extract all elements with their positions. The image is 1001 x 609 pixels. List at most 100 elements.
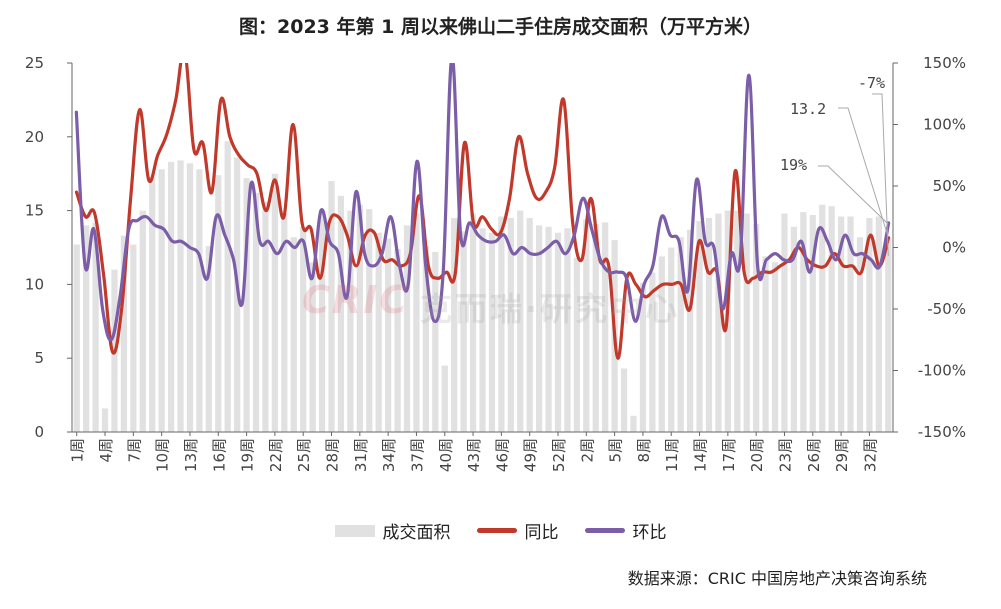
bar-area-35 bbox=[394, 248, 401, 432]
annotation-label-2: 13.2 bbox=[790, 100, 826, 118]
left-tick-label: 20 bbox=[25, 128, 44, 146]
bar-area-37 bbox=[413, 213, 420, 432]
bar-area-77 bbox=[790, 226, 798, 432]
x-tick-label: 11周 bbox=[663, 438, 681, 472]
bar-series-area bbox=[73, 141, 892, 433]
bar-area-13 bbox=[186, 163, 194, 432]
bar-area-53 bbox=[564, 228, 571, 432]
right-tick-label: -50% bbox=[927, 300, 966, 318]
x-tick-label: 25周 bbox=[295, 438, 313, 472]
x-tick-label: 31周 bbox=[352, 438, 370, 472]
bar-area-1 bbox=[73, 244, 80, 432]
right-tick-label: 50% bbox=[933, 177, 966, 195]
bar-area-6 bbox=[120, 235, 128, 432]
bar-area-24 bbox=[290, 237, 297, 432]
x-tick-label: 10周 bbox=[154, 438, 172, 472]
bar-area-10 bbox=[158, 169, 165, 432]
line-mom bbox=[74, 63, 891, 342]
bar-area-7 bbox=[130, 244, 137, 432]
bar-area-85 bbox=[866, 217, 873, 432]
legend-swatch-mom bbox=[584, 528, 625, 533]
bar-area-83 bbox=[847, 216, 854, 432]
watermark-text: 克而瑞·研究中心 bbox=[420, 290, 681, 328]
bar-area-2 bbox=[83, 225, 90, 432]
bar-area-87 bbox=[885, 237, 892, 432]
bar-area-14 bbox=[196, 169, 203, 432]
bar-area-68 bbox=[705, 217, 713, 432]
x-tick-label: 52周 bbox=[550, 438, 568, 472]
bar-area-48 bbox=[517, 210, 524, 432]
bar-area-38 bbox=[422, 246, 429, 432]
x-tick-label: 13周 bbox=[182, 438, 200, 472]
bar-area-51 bbox=[545, 226, 552, 432]
bar-area-39 bbox=[432, 251, 439, 432]
bar-area-59 bbox=[620, 368, 628, 432]
right-tick-label: -150% bbox=[918, 423, 966, 441]
bar-area-25 bbox=[300, 226, 307, 432]
bar-area-34 bbox=[385, 238, 392, 432]
bar-area-69 bbox=[715, 213, 722, 432]
left-tick-label: 25 bbox=[25, 54, 44, 72]
right-tick-label: 0% bbox=[942, 239, 966, 257]
bar-area-27 bbox=[318, 210, 326, 432]
annotation-label-3: -7% bbox=[858, 74, 885, 92]
legend-item-area: 成交面积 bbox=[334, 518, 451, 543]
bar-area-49 bbox=[526, 217, 533, 432]
chart-title: 图：2023 年第 1 周以来佛山二手住房成交面积（万平方米） bbox=[239, 16, 762, 38]
bar-area-20 bbox=[252, 192, 260, 432]
bar-area-4 bbox=[101, 408, 109, 432]
bar-area-33 bbox=[375, 232, 382, 432]
bar-area-54 bbox=[573, 257, 580, 432]
x-tick-label: 32周 bbox=[861, 438, 879, 472]
bar-area-62 bbox=[649, 272, 656, 432]
bar-area-23 bbox=[281, 213, 288, 432]
bar-area-36 bbox=[403, 225, 411, 432]
bar-area-17 bbox=[224, 141, 231, 433]
bar-area-72 bbox=[743, 213, 750, 432]
line-series-area bbox=[74, 63, 891, 360]
left-tick-label: 10 bbox=[25, 275, 44, 293]
x-tick-label: 8周 bbox=[635, 438, 653, 463]
bar-area-26 bbox=[309, 262, 316, 432]
bar-area-52 bbox=[554, 232, 562, 432]
axes: 0 5 10 15 20 25 -150% -100% -50% 0% 50% 100% 150% 1周 4… bbox=[25, 54, 966, 472]
bar-area-44 bbox=[479, 228, 486, 432]
right-tick-label: 150% bbox=[923, 54, 966, 72]
bar-area-3 bbox=[92, 222, 99, 432]
x-tick-label: 14周 bbox=[692, 438, 710, 472]
x-tick-label: 17周 bbox=[720, 438, 738, 472]
bar-area-71 bbox=[734, 210, 741, 432]
bar-area-84 bbox=[856, 237, 864, 432]
bar-area-57 bbox=[602, 222, 609, 432]
legend-label-area: 成交面积 bbox=[382, 523, 451, 543]
bar-area-67 bbox=[696, 220, 703, 432]
source-note: 数据来源：CRIC 中国房地产决策咨询系统 bbox=[627, 569, 927, 588]
bar-area-73 bbox=[753, 223, 760, 432]
bar-area-30 bbox=[347, 210, 354, 432]
annotation-leader-2 bbox=[838, 107, 889, 238]
legend-label-yoy: 同比 bbox=[524, 523, 559, 543]
x-tick-label: 37周 bbox=[408, 438, 426, 472]
x-tick-label: 26周 bbox=[805, 438, 823, 472]
annotation-label-1: 19% bbox=[780, 156, 807, 174]
x-tick-label: 29周 bbox=[833, 438, 851, 472]
x-tick-label: 22周 bbox=[267, 438, 285, 472]
bar-area-42 bbox=[460, 231, 467, 432]
annotations: 19% 13.2 -7% bbox=[780, 74, 889, 257]
right-tick-label: 100% bbox=[923, 116, 966, 134]
bar-area-8 bbox=[139, 210, 146, 432]
left-tick-label: 5 bbox=[34, 349, 44, 367]
left-tick-label: 0 bbox=[34, 423, 44, 441]
bar-area-81 bbox=[828, 206, 835, 432]
x-tick-label: 16周 bbox=[210, 438, 228, 472]
bar-area-76 bbox=[781, 213, 788, 432]
x-tick-label: 34周 bbox=[380, 438, 398, 472]
bar-area-28 bbox=[328, 181, 335, 432]
bar-area-82 bbox=[837, 216, 845, 432]
bar-area-32 bbox=[366, 209, 373, 432]
legend-item-mom: 环比 bbox=[584, 518, 667, 543]
x-tick-label: 20周 bbox=[748, 438, 766, 472]
bar-area-78 bbox=[800, 212, 807, 432]
x-tick-label: 5周 bbox=[607, 438, 625, 463]
